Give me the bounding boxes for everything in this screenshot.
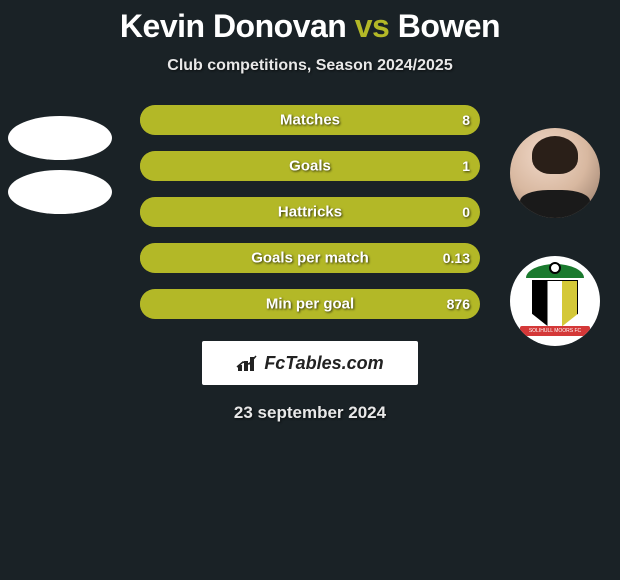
stat-row: Min per goal 876	[140, 289, 480, 319]
stat-row: Goals 1	[140, 151, 480, 181]
subtitle: Club competitions, Season 2024/2025	[0, 57, 620, 75]
stat-value-right: 0.13	[443, 250, 470, 266]
stat-row: Hattricks 0	[140, 197, 480, 227]
page-title: Kevin Donovan vs Bowen	[0, 8, 620, 45]
stat-label: Goals	[289, 158, 331, 175]
bar-fill-left	[140, 197, 147, 227]
title-player1: Kevin Donovan	[120, 8, 346, 44]
title-player2: Bowen	[398, 8, 500, 44]
bar-fill-left	[140, 105, 147, 135]
stat-value-right: 8	[462, 112, 470, 128]
date-text: 23 september 2024	[0, 403, 620, 423]
stat-label: Min per goal	[266, 296, 354, 313]
stat-label: Hattricks	[278, 204, 342, 221]
bar-fill-left	[140, 151, 147, 181]
bar-chart-icon	[236, 353, 260, 373]
stat-label: Matches	[280, 112, 340, 129]
stat-value-right: 876	[447, 296, 470, 312]
logo-text: FcTables.com	[264, 353, 383, 374]
stat-label: Goals per match	[251, 250, 369, 267]
bar-fill-left	[140, 289, 147, 319]
fctables-logo: FcTables.com	[202, 341, 418, 385]
stat-row: Goals per match 0.13	[140, 243, 480, 273]
title-connector: vs	[355, 8, 390, 44]
stat-value-right: 0	[462, 204, 470, 220]
stat-value-right: 1	[462, 158, 470, 174]
stat-row: Matches 8	[140, 105, 480, 135]
bar-fill-left	[140, 243, 147, 273]
comparison-bars: Matches 8 Goals 1 Hattricks 0 Goals per match 0…	[140, 105, 480, 319]
